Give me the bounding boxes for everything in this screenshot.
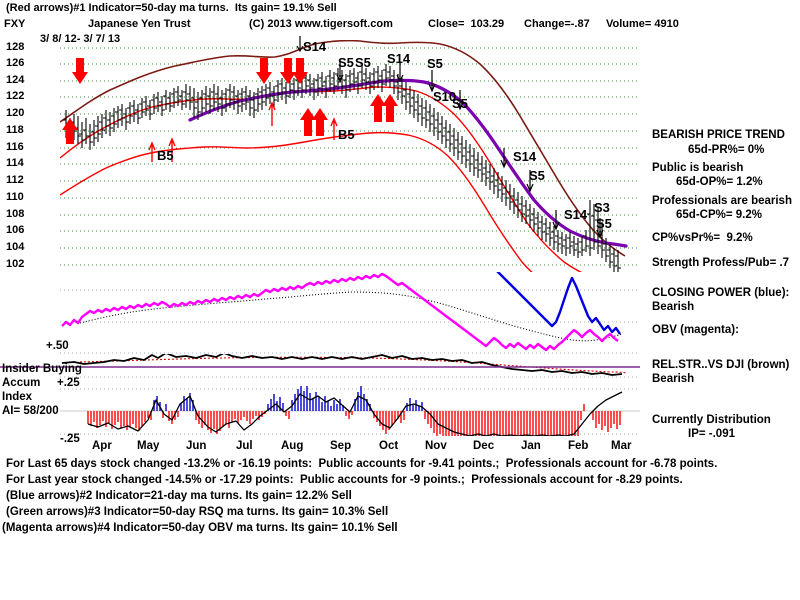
- distribution-value: IP= -.091: [688, 428, 735, 440]
- scale-plus50: +.50: [46, 340, 69, 352]
- footer-green-arrows: (Green arrows)#3 Indicator=50-day RSQ ma…: [6, 506, 389, 518]
- y-tick-120: 120: [6, 107, 25, 119]
- public-title: Public is bearish: [652, 162, 744, 174]
- scale-minus25: -.25: [60, 433, 80, 445]
- rel-strength-value: Bearish: [652, 373, 695, 385]
- y-tick-112: 112: [6, 174, 24, 186]
- y-tick-102: 102: [6, 258, 25, 270]
- x-tick-sep: Sep: [330, 440, 352, 452]
- x-tick-may: May: [137, 440, 160, 452]
- svg-text:S14: S14: [564, 207, 588, 222]
- svg-text:S5: S5: [529, 168, 545, 183]
- footer-blue-arrows: (Blue arrows)#2 Indicator=21-day ma turn…: [6, 490, 352, 502]
- scale-plus25: +.25: [57, 377, 80, 389]
- header-close: Close= 103.29: [428, 18, 505, 30]
- b5-arrow-markers: [148, 101, 338, 162]
- header-change: Change=-.87: [524, 18, 590, 30]
- x-tick-feb: Feb: [568, 440, 589, 452]
- header-indicator-line: (Red arrows)#1 Indicator=50-day ma turns…: [6, 2, 337, 14]
- distribution-title: Currently Distribution: [652, 414, 771, 426]
- accum-label: Accum: [2, 377, 41, 389]
- footer-65-day-stats: For Last 65 days stock changed -13.2% or…: [6, 458, 718, 470]
- upper-band-line: [60, 40, 626, 257]
- svg-text:S5: S5: [355, 55, 371, 70]
- obv-ma: [79, 291, 623, 342]
- accum-index-line: [87, 391, 623, 436]
- sell-arrows: [72, 58, 308, 84]
- y-tick-114: 114: [6, 157, 24, 169]
- index-label: Index: [2, 391, 33, 403]
- lower-gridlines: [60, 289, 640, 435]
- trend-value: 65d-PR%= 0%: [688, 144, 765, 156]
- strength-ratio: Strength Profess/Pub= .7: [652, 257, 790, 269]
- x-tick-nov: Nov: [425, 440, 447, 452]
- obv-title: OBV (magenta):: [652, 324, 739, 336]
- ai-reading-label: AI= 58/200: [2, 405, 59, 417]
- y-tick-122: 122: [6, 90, 25, 102]
- ma50-line: [188, 78, 628, 248]
- header-company-name: Japanese Yen Trust: [88, 18, 191, 30]
- header-symbol: FXY: [4, 18, 26, 30]
- svg-text:S3: S3: [594, 200, 610, 215]
- pro-title: Professionals are bearish: [652, 195, 792, 207]
- y-tick-124: 124: [6, 74, 25, 86]
- buy-arrows: [62, 94, 398, 144]
- svg-text:S5: S5: [596, 216, 612, 231]
- y-tick-104: 104: [6, 241, 25, 253]
- svg-text:S5: S5: [427, 56, 443, 71]
- x-tick-jan: Jan: [521, 440, 541, 452]
- svg-text:S5: S5: [452, 96, 468, 111]
- x-tick-mar: Mar: [611, 440, 632, 452]
- footer-year-stats: For Last year stock changed -14.5% or -1…: [6, 474, 683, 486]
- y-tick-110: 110: [6, 191, 24, 203]
- svg-text:S14: S14: [387, 51, 411, 66]
- closing-power-value: Bearish: [652, 301, 695, 313]
- obv-line: [61, 272, 619, 352]
- closing-power-title: CLOSING POWER (blue):: [652, 287, 790, 299]
- inner-upper-band-line: [60, 86, 583, 272]
- pro-value: 65d-CP%= 9.2%: [676, 209, 762, 221]
- trend-title: BEARISH PRICE TREND: [652, 129, 785, 141]
- closing-power-line: [496, 272, 621, 335]
- public-value: 65d-OP%= 1.2%: [676, 176, 763, 188]
- header-date-range: 3/ 8/ 12- 3/ 7/ 13: [40, 33, 121, 45]
- svg-text:S10: S10: [433, 89, 456, 104]
- svg-text:B5: B5: [157, 148, 174, 163]
- accumulation-histogram: [60, 386, 640, 436]
- x-tick-dec: Dec: [473, 440, 495, 452]
- y-tick-128: 128: [6, 41, 25, 53]
- x-tick-aug: Aug: [281, 440, 304, 452]
- x-tick-oct: Oct: [379, 440, 399, 452]
- svg-text:S5: S5: [338, 55, 354, 70]
- x-tick-jul: Jul: [236, 440, 253, 452]
- footer-magenta-arrows: (Magenta arrows)#4 Indicator=50-day OBV …: [2, 522, 398, 534]
- cp-vs-pr: CP%vsPr%= 9.2%: [652, 232, 753, 244]
- svg-text:B5: B5: [338, 127, 355, 142]
- header-copyright: (C) 2013 www.tigersoft.com: [249, 18, 393, 30]
- header-volume: Volume= 4910: [606, 18, 679, 30]
- rel-strength-title: REL.STR..VS DJI (brown): [652, 359, 790, 371]
- x-tick-apr: Apr: [92, 440, 112, 452]
- svg-text:S14: S14: [303, 39, 327, 54]
- insider-buying-label: Insider Buying: [2, 363, 82, 375]
- lower-band-line: [60, 131, 533, 272]
- y-tick-118: 118: [6, 124, 24, 136]
- signal-arrow-markers: [296, 36, 604, 239]
- y-tick-106: 106: [6, 224, 25, 236]
- signal-labels: S14 S5 S5 S14 S5 S10 S5 S14 S5 S14 S3 S5…: [157, 39, 612, 231]
- rel-strength-ma: [79, 356, 627, 374]
- price-gridlines: [60, 47, 640, 266]
- y-tick-116: 116: [6, 141, 24, 153]
- y-tick-108: 108: [6, 208, 25, 220]
- rel-strength-line: [61, 354, 623, 376]
- svg-text:S14: S14: [513, 149, 537, 164]
- y-tick-126: 126: [6, 57, 25, 69]
- x-tick-jun: Jun: [186, 440, 207, 452]
